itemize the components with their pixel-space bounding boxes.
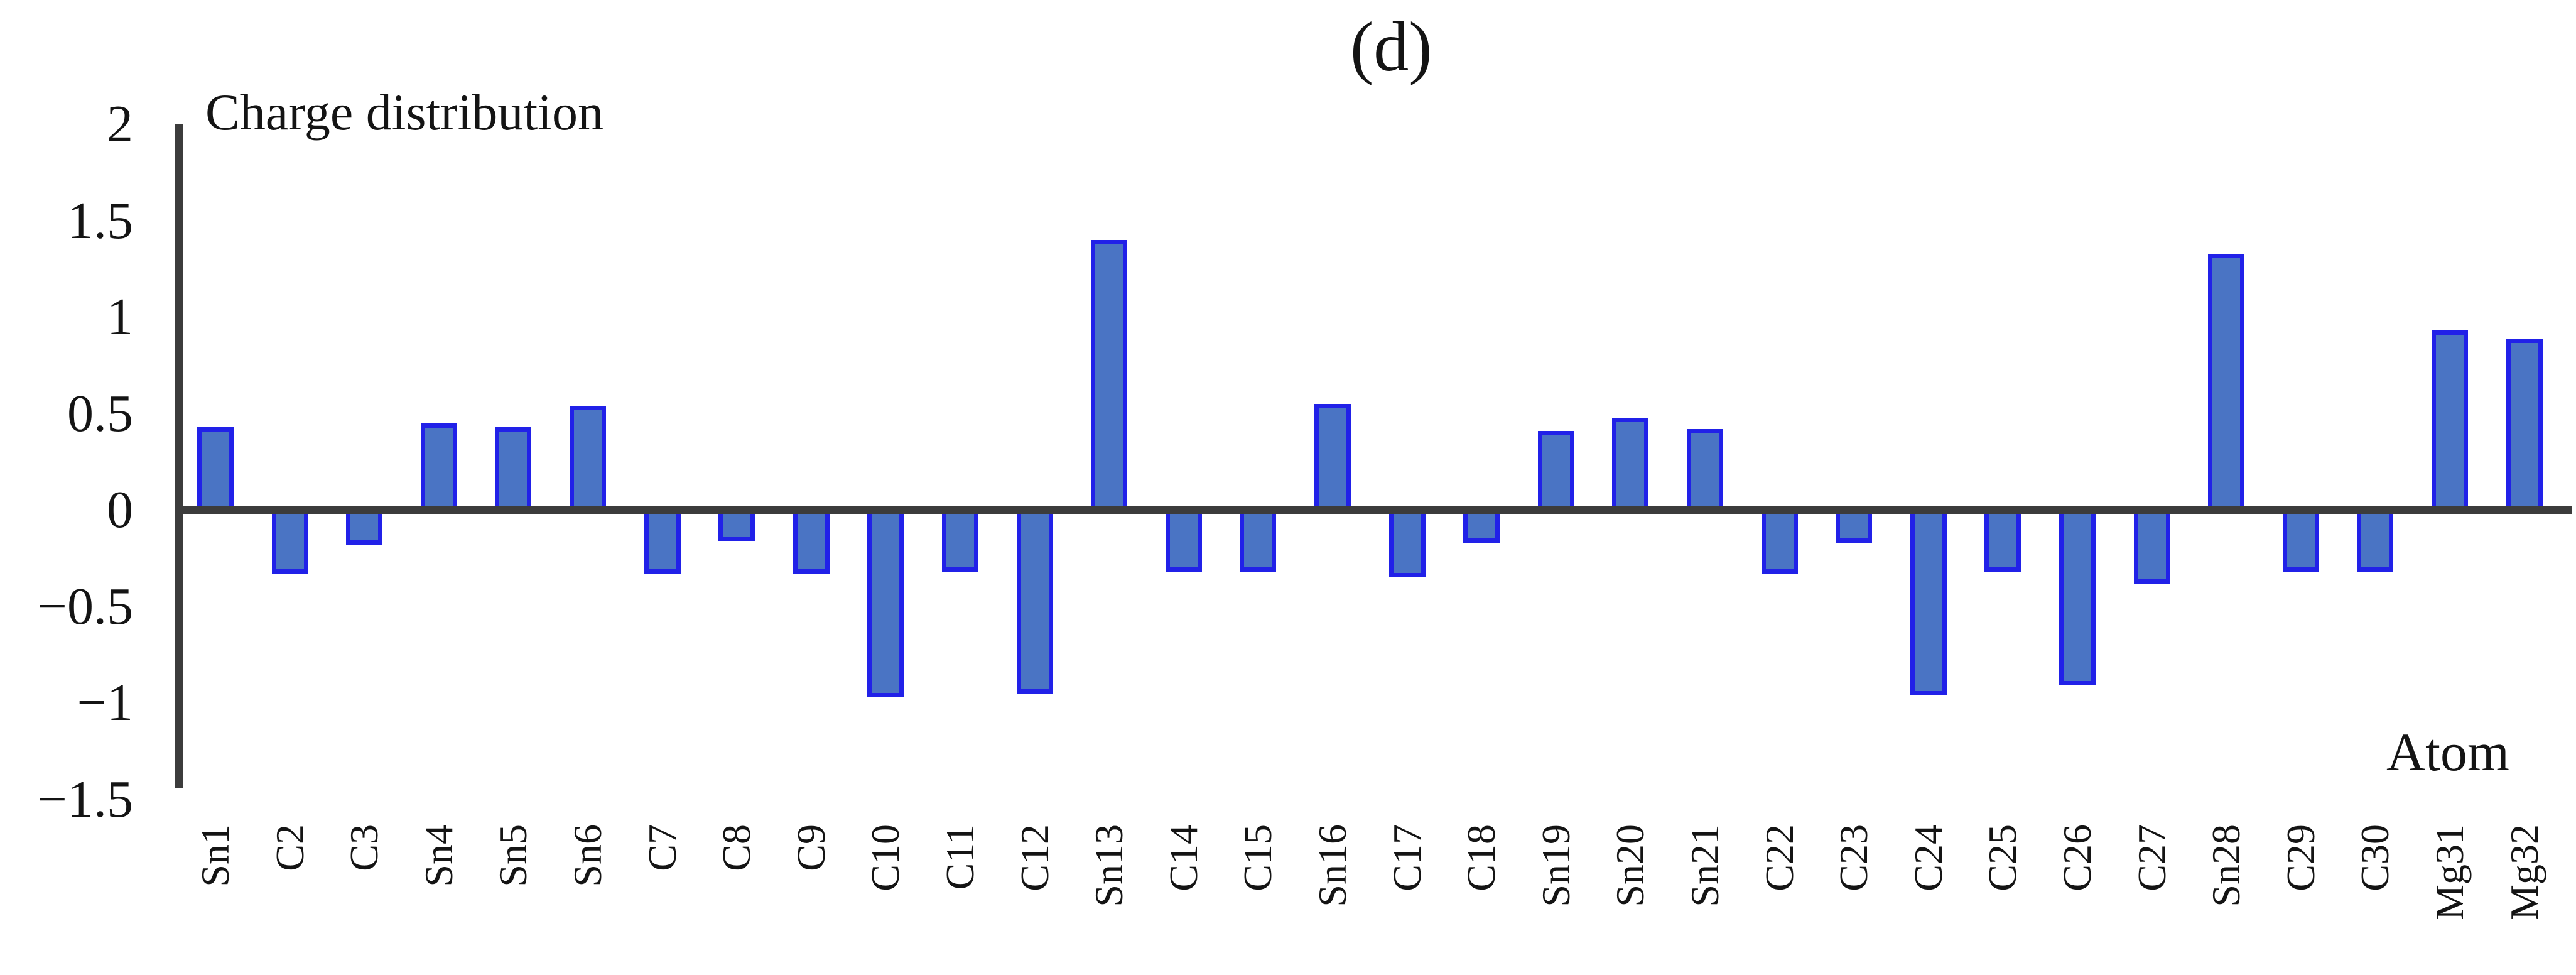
bar-C24 (1910, 506, 1947, 695)
x-axis-title: Atom (2386, 722, 2509, 782)
bar-C2 (272, 506, 308, 574)
bar-Sn21 (1687, 429, 1723, 514)
x-tick-label-C10: C10 (863, 824, 907, 891)
x-tick-label-C15: C15 (1235, 824, 1280, 891)
x-tick-label-Sn28: Sn28 (2204, 824, 2248, 907)
x-tick-label-C7: C7 (640, 824, 685, 871)
bar-C9 (793, 506, 830, 574)
x-tick-label-C11: C11 (938, 824, 982, 890)
x-tick-label-C18: C18 (1459, 824, 1503, 891)
x-tick-label-Sn16: Sn16 (1310, 824, 1355, 907)
x-tick-label-C2: C2 (268, 824, 312, 871)
x-tick-label-C29: C29 (2278, 824, 2323, 891)
bar-Sn13 (1091, 240, 1127, 514)
bar-Sn6 (570, 406, 606, 514)
y-tick-label-2: 2 (107, 95, 133, 153)
x-tick-label-Mg32: Mg32 (2502, 824, 2546, 920)
bar-C26 (2059, 506, 2096, 685)
bar-C14 (1166, 506, 1202, 572)
x-tick-label-Mg31: Mg31 (2427, 824, 2472, 920)
y-axis-line (175, 124, 183, 788)
x-tick-label-Sn5: Sn5 (490, 824, 535, 887)
x-tick-label-C14: C14 (1161, 824, 1206, 891)
bar-Sn20 (1612, 418, 1648, 514)
bar-C17 (1389, 506, 1426, 577)
x-tick-label-C9: C9 (789, 824, 833, 871)
x-tick-label-C17: C17 (1385, 824, 1429, 891)
bar-C12 (1017, 506, 1053, 694)
bar-Sn5 (495, 427, 531, 514)
x-tick-label-C26: C26 (2055, 824, 2099, 891)
x-tick-label-Sn4: Sn4 (416, 824, 461, 887)
x-tick-label-Sn1: Sn1 (193, 824, 237, 887)
bar-C15 (1240, 506, 1276, 572)
bar-Mg31 (2432, 330, 2468, 514)
x-tick-label-Sn13: Sn13 (1086, 824, 1131, 907)
x-tick-label-C12: C12 (1012, 824, 1057, 891)
y-tick-label-0.5: 0.5 (67, 384, 133, 443)
y-tick-label-1: 1 (107, 288, 133, 346)
x-tick-label-Sn21: Sn21 (1682, 824, 1727, 907)
y-tick-label-1.5: 1.5 (67, 192, 133, 250)
x-tick-label-C25: C25 (1980, 824, 2025, 891)
bar-C22 (1762, 506, 1798, 574)
bar-C29 (2283, 506, 2319, 572)
bar-C7 (644, 506, 681, 574)
y-tick-label-−1: −1 (77, 673, 133, 732)
y-tick-label-0: 0 (107, 481, 133, 539)
bar-Sn1 (197, 427, 234, 514)
bar-Mg32 (2506, 339, 2543, 514)
x-tick-label-C22: C22 (1757, 824, 1802, 891)
x-tick-label-C24: C24 (1906, 824, 1951, 891)
bar-Sn19 (1538, 431, 1574, 514)
bar-C11 (942, 506, 978, 572)
x-tick-label-Sn6: Sn6 (565, 824, 610, 887)
bar-C10 (867, 506, 904, 697)
x-tick-label-C8: C8 (714, 824, 759, 871)
panel-label: (d) (1350, 8, 1432, 86)
x-tick-label-Sn20: Sn20 (1608, 824, 1652, 907)
bar-C25 (1984, 506, 2021, 572)
x-tick-label-Sn19: Sn19 (1534, 824, 1578, 907)
bar-C30 (2357, 506, 2393, 572)
y-tick-label-−0.5: −0.5 (37, 577, 133, 636)
x-axis-line (175, 506, 2572, 514)
y-tick-label-−1.5: −1.5 (37, 770, 133, 829)
bar-Sn28 (2208, 254, 2244, 514)
x-tick-label-C23: C23 (1831, 824, 1876, 891)
bar-C27 (2134, 506, 2170, 584)
bar-Sn4 (421, 423, 457, 514)
x-tick-label-C30: C30 (2352, 824, 2397, 891)
chart-title: Charge distribution (205, 84, 603, 141)
bar-Sn16 (1314, 404, 1351, 514)
x-tick-label-C27: C27 (2130, 824, 2174, 891)
x-tick-label-C3: C3 (342, 824, 386, 871)
